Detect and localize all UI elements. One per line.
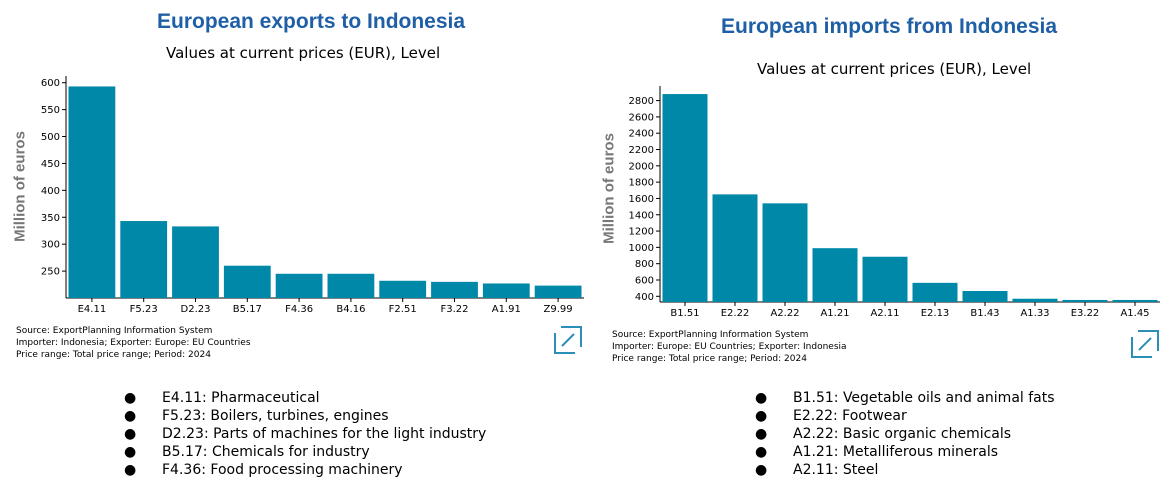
imports-y-tick-label: 600 — [635, 275, 654, 286]
imports-x-tick-label: B1.51 — [670, 308, 699, 319]
imports-bar — [1012, 298, 1058, 302]
imports-x-tick-label: E3.22 — [1071, 308, 1100, 319]
source-line: Source: ExportPlanning Information Syste… — [16, 326, 213, 336]
exports-bar — [482, 283, 530, 298]
exports-bar — [68, 86, 116, 298]
exports-x-tick-label: E4.11 — [78, 304, 107, 315]
imports-x-tick-label: A1.21 — [820, 308, 849, 319]
exports-y-tick-label: 350 — [41, 213, 60, 224]
exports-chart-subtitle: Values at current prices (EUR), Level — [166, 44, 441, 62]
imports-y-tick-label: 2000 — [629, 161, 654, 172]
imports-bar — [862, 256, 908, 302]
legend-item: ● F4.36: Food processing machinery — [124, 462, 403, 478]
imports-source-note: Source: ExportPlanning Information Syste… — [612, 329, 847, 365]
exports-title: European exports to Indonesia — [157, 10, 466, 33]
legend-item: ● A1.21: Metalliferous minerals — [755, 444, 999, 460]
imports-y-tick-label: 1200 — [629, 227, 654, 238]
exports-y-tick-label: 500 — [41, 132, 60, 143]
exports-y-tick-label: 250 — [41, 267, 60, 278]
source-line: Price range: Total price range; Period: … — [612, 354, 807, 364]
exports-bar — [327, 273, 375, 298]
exports-y-tick-label: 450 — [41, 159, 60, 170]
imports-y-tick-label: 2600 — [629, 112, 654, 123]
exports-bar — [223, 265, 271, 298]
exports-y-tick-label: 550 — [41, 105, 60, 116]
exports-bar — [379, 280, 427, 298]
exports-x-tick-label: A1.91 — [492, 304, 521, 315]
exports-bar — [431, 281, 478, 298]
imports-y-tick-label: 2800 — [629, 96, 654, 107]
exportplanning-logo-icon — [1131, 330, 1159, 358]
legend-item: ● B1.51: Vegetable oils and animal fats — [755, 390, 1055, 406]
exports-bar — [120, 221, 168, 298]
imports-title: European imports from Indonesia — [721, 15, 1058, 38]
exports-y-tick-label: 300 — [41, 240, 60, 251]
exports-y-tick-label: 400 — [41, 186, 60, 197]
exports-bar — [534, 285, 582, 298]
exports-x-tick-label: F4.36 — [285, 304, 313, 315]
imports-y-tick-label: 1800 — [629, 178, 654, 189]
imports-panel: European imports from Indonesia Values a… — [587, 0, 1174, 482]
imports-x-tick-label: A2.11 — [870, 308, 899, 319]
legend-item: ● D2.23: Parts of machines for the light … — [124, 426, 487, 442]
imports-bar — [1112, 299, 1158, 302]
imports-y-tick-label: 1400 — [629, 210, 654, 221]
legend-item: ● A2.11: Steel — [755, 462, 879, 478]
exports-x-tick-label: B5.17 — [233, 304, 262, 315]
imports-bar — [712, 194, 758, 302]
imports-x-tick-label: A2.22 — [770, 308, 799, 319]
imports-bar-chart: 400 600 800 1000 1200 1400 1600 1800 2000 2200 240… — [629, 86, 1160, 319]
imports-bar — [762, 203, 808, 302]
imports-bar — [962, 290, 1008, 302]
imports-bar — [812, 248, 858, 302]
exports-bar — [275, 273, 323, 298]
legend-item: ● E2.22: Footwear — [755, 408, 907, 424]
exports-bar-chart: 250 300 350 400 450 500 550 600 E4.11 F5.23 D2.23 B… — [41, 76, 584, 315]
exports-source-note: Source: ExportPlanning Information Syste… — [16, 325, 251, 361]
imports-legend-list: ● B1.51: Vegetable oils and animal fats ●… — [755, 389, 1055, 479]
exports-y-tick-label: 600 — [41, 78, 60, 89]
legend-item: ● F5.23: Boilers, turbines, engines — [124, 408, 389, 424]
imports-bar — [662, 94, 708, 302]
imports-bar — [912, 282, 958, 302]
source-line: Importer: Indonesia; Exporter: Europe: E… — [16, 338, 251, 348]
exports-legend-list: ● E4.11: Pharmaceutical ● F5.23: Boilers, … — [124, 389, 486, 479]
exports-panel: European exports to Indonesia Values at … — [12, 10, 584, 479]
source-line: Price range: Total price range; Period: … — [16, 350, 211, 360]
exports-x-tick-label: B4.16 — [336, 304, 365, 315]
imports-x-tick-label: A1.45 — [1120, 308, 1149, 319]
exports-x-tick-label: F3.22 — [440, 304, 468, 315]
legend-item: ● A2.22: Basic organic chemicals — [755, 426, 1012, 442]
exports-x-tick-label: F2.51 — [389, 304, 417, 315]
exports-x-tick-label: D2.23 — [181, 304, 211, 315]
imports-bar — [1062, 299, 1108, 302]
imports-y-tick-label: 2400 — [629, 129, 654, 140]
legend-item: ● E4.11: Pharmaceutical — [124, 390, 320, 406]
imports-y-tick-label: 1000 — [629, 243, 654, 254]
legend-item: ● B5.17: Chemicals for industry — [124, 444, 370, 460]
imports-y-tick-label: 800 — [635, 259, 654, 270]
imports-x-tick-label: E2.22 — [721, 308, 750, 319]
exportplanning-logo-icon — [554, 326, 582, 354]
imports-y-tick-label: 1600 — [629, 194, 654, 205]
imports-x-tick-label: B1.43 — [970, 308, 999, 319]
imports-x-tick-label: E2.13 — [921, 308, 950, 319]
exports-x-tick-label: F5.23 — [130, 304, 158, 315]
exports-bar — [172, 226, 219, 298]
exports-x-tick-label: Z9.99 — [544, 304, 573, 315]
source-line: Importer: Europe: EU Countries; Exporter… — [612, 342, 847, 352]
imports-x-tick-label: A1.33 — [1020, 308, 1049, 319]
imports-chart-subtitle: Values at current prices (EUR), Level — [757, 60, 1032, 78]
imports-y-tick-label: 400 — [635, 292, 654, 303]
source-line: Source: ExportPlanning Information Syste… — [612, 330, 809, 340]
imports-y-tick-label: 2200 — [629, 145, 654, 156]
